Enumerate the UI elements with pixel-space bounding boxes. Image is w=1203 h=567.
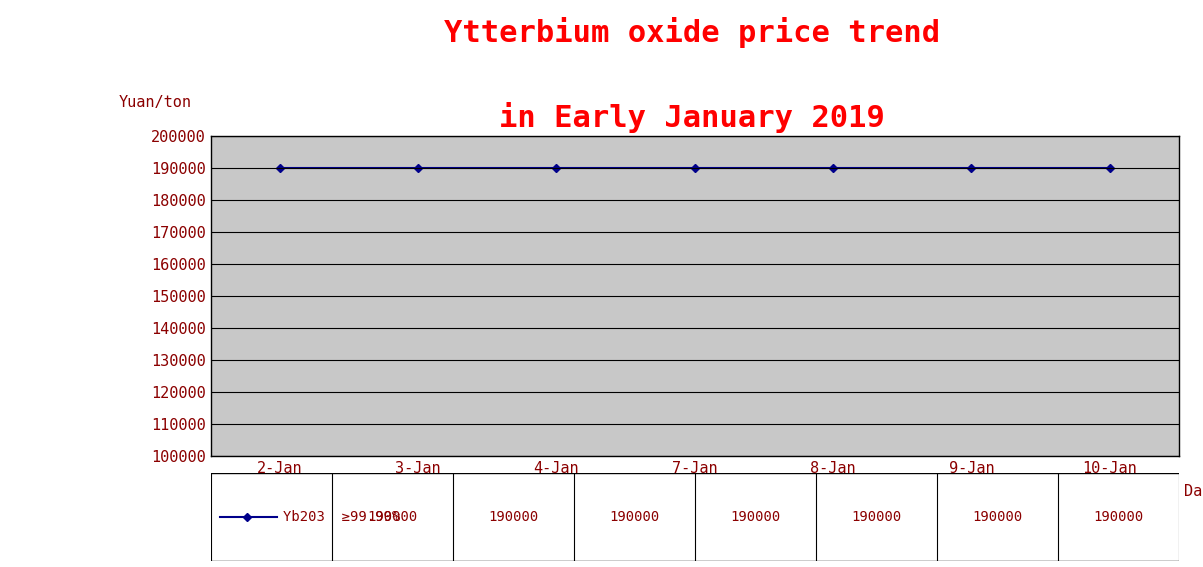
Text: 190000: 190000 [1094,510,1144,524]
Text: 190000: 190000 [730,510,781,524]
Text: 190000: 190000 [852,510,901,524]
Text: Yuan/ton: Yuan/ton [119,95,191,111]
Text: 190000: 190000 [367,510,417,524]
Text: 190000: 190000 [972,510,1023,524]
Text: Ytterbium oxide price trend: Ytterbium oxide price trend [444,17,940,48]
Text: 190000: 190000 [488,510,538,524]
Text: Yb203  ≥99.99%: Yb203 ≥99.99% [283,510,401,524]
Text: Date: Date [1184,484,1203,498]
Text: 190000: 190000 [609,510,659,524]
Text: in Early January 2019: in Early January 2019 [499,102,884,133]
